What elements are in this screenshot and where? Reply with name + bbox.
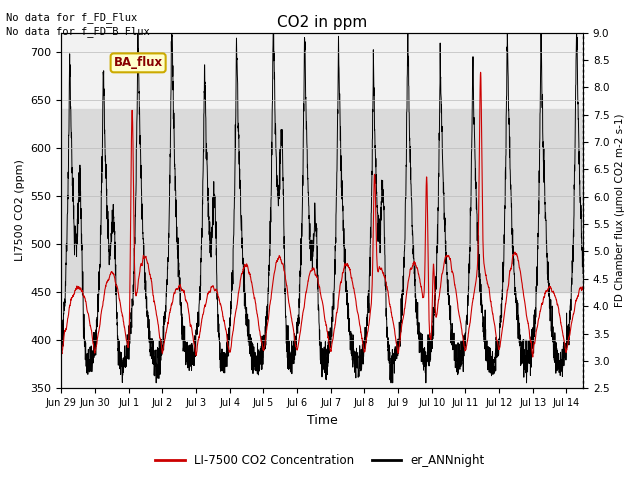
Legend: LI-7500 CO2 Concentration, er_ANNnight: LI-7500 CO2 Concentration, er_ANNnight bbox=[150, 449, 490, 472]
Text: BA_flux: BA_flux bbox=[113, 56, 163, 69]
Bar bbox=[61, 109, 583, 292]
Text: No data for f_FD̅B Flux: No data for f_FD̅B Flux bbox=[6, 26, 150, 37]
Text: No data for f_FD_Flux: No data for f_FD_Flux bbox=[6, 12, 138, 23]
X-axis label: Time: Time bbox=[307, 414, 338, 427]
Y-axis label: FD Chamber flux (μmol CO2 m-2 s-1): FD Chamber flux (μmol CO2 m-2 s-1) bbox=[615, 114, 625, 307]
Title: CO2 in ppm: CO2 in ppm bbox=[277, 15, 367, 30]
Y-axis label: LI7500 CO2 (ppm): LI7500 CO2 (ppm) bbox=[15, 159, 25, 262]
